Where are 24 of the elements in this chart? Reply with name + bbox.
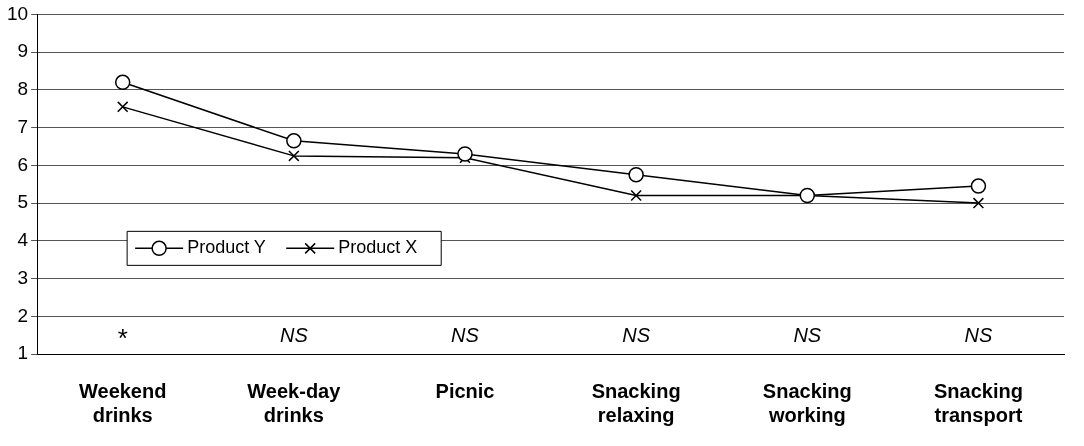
x-tick-label: Snacking transport (933, 379, 1023, 426)
x-tick-label: Snacking relaxing (591, 379, 681, 426)
annotation: NS (279, 323, 309, 346)
y-tick-label: 7 (17, 115, 29, 137)
y-tick-label: 2 (17, 304, 29, 326)
x-tick-label: Snacking working (762, 379, 852, 426)
y-tick-label: 3 (17, 266, 29, 288)
annotation: NS (964, 323, 993, 346)
y-tick-label: 4 (17, 229, 29, 251)
legend-label: Product Y (187, 237, 266, 258)
annotation: NS (622, 323, 651, 346)
y-tick-label: 1 (17, 342, 29, 364)
x-tick-label: Picnic (435, 379, 495, 402)
legend-label: Product X (338, 237, 418, 258)
annotation: NS (451, 323, 480, 346)
y-tick-label: 5 (17, 191, 29, 213)
y-tick-label: 10 (6, 2, 29, 24)
x-tick-label: Week-day drinks (247, 379, 342, 426)
y-tick-label: 8 (17, 78, 29, 100)
annotation: NS (793, 323, 822, 346)
x-tick-label: Weekend drinks (78, 379, 167, 426)
y-tick-label: 9 (17, 40, 29, 62)
annotation: * (117, 323, 128, 354)
y-tick-label: 6 (17, 153, 29, 175)
